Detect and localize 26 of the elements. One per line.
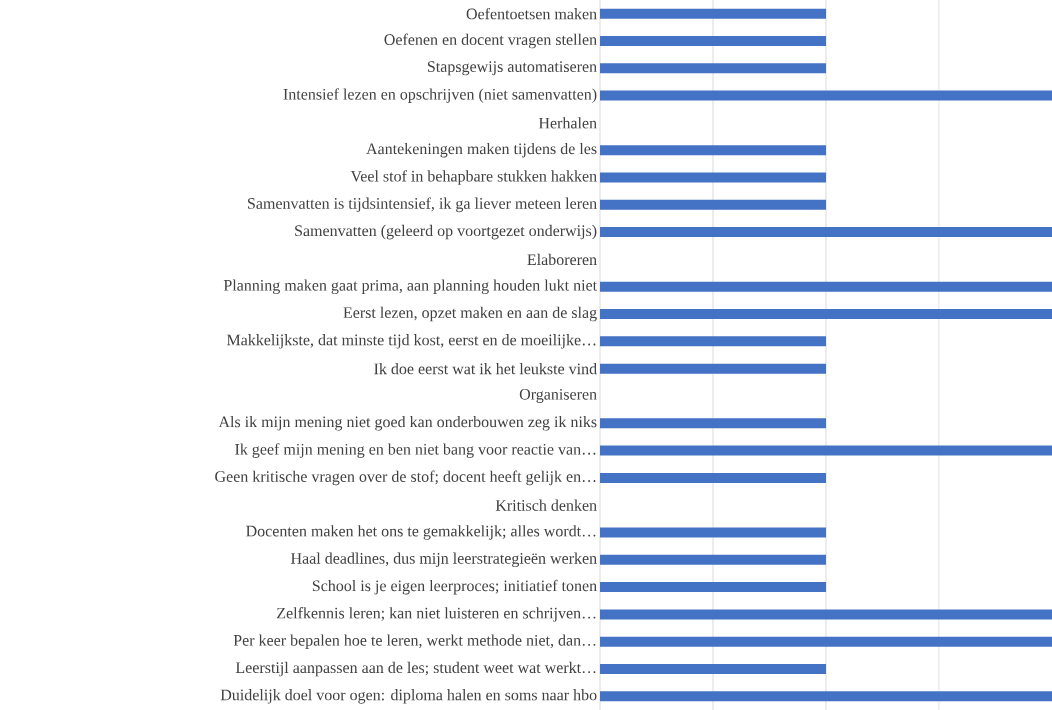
y-tick-label: Geen kritische vragen over de stof; docent heeft gelijk en…: [215, 470, 596, 486]
y-tick-label: Per keer bepalen hoe te leren, werkt methode niet, dan…: [233, 634, 596, 649]
y-tick-label: Ik doe eerst wat ik het leukste vind: [374, 363, 597, 375]
y-tick-label: Docenten maken het ons te gemakkelijk; alles wordt…: [246, 525, 596, 540]
y-tick-label: Als ik mijn mening niet goed kan onderbouwen zeg ik niks: [218, 416, 597, 431]
y-tick-label: Leerstijl aanpassen aan de les; student weet wat werkt…: [235, 661, 596, 677]
y-tick-label: Aantekeningen maken tijdens de les: [366, 142, 597, 158]
y-tick-label: Duidelijk doel voor ogen: diploma halen en soms naar hbo: [220, 689, 597, 704]
y-tick-label: Eerst lezen, opzet maken en aan de slag: [343, 306, 597, 322]
y-tick-label: Zelfkennis leren; kan niet luisteren en schrijven…: [277, 607, 596, 622]
y-tick-label: Oefentoetsen maken: [466, 7, 597, 20]
y-tick-label: Samenvatten is tijdsintensief, ik ga liever meteen leren: [248, 197, 597, 213]
y-tick-label: Oefenen en docent vragen stellen: [384, 33, 597, 49]
y-tick-label: Planning maken gaat prima, aan planning houden lukt niet: [223, 279, 598, 295]
y-tick-label: Haal deadlines, dus mijn leerstrategieën werken: [290, 552, 597, 568]
y-tick-label: Ik geef mijn mening en ben niet bang voor reactie van…: [235, 443, 596, 458]
y-tick-label: Stapsgewijs automatiseren: [427, 61, 597, 76]
y-tick-label: Herhalen: [538, 117, 597, 129]
y-tick-label: Veel stof in behapbare stukken hakken: [350, 170, 597, 185]
y-tick-label: Kritisch denken: [495, 499, 597, 511]
y-tick-label: Organiseren: [519, 388, 597, 403]
y-tick-label: Samenvatten (geleerd op voortgezet onderwijs): [295, 224, 597, 240]
y-tick-label: School is je eigen leerproces; initiatief tonen: [312, 579, 597, 595]
y-tick-label: Elaboreren: [527, 253, 597, 266]
y-tick-label: Intensief lezen en opschrijven (niet samenvatten): [283, 88, 597, 103]
y-tick-label: Makkelijkste, dat minste tijd kost, eerst en de moeilijke…: [226, 334, 596, 349]
